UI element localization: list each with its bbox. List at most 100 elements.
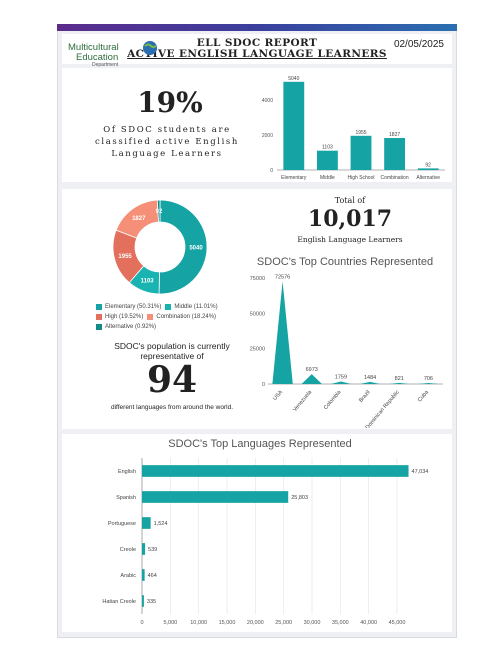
slice-value-label: 5040 [189,245,203,251]
legend-swatch [96,304,102,310]
y-tick-label: 4000 [262,98,273,104]
data-value-label: 1484 [364,375,376,381]
area-peak [272,281,293,384]
data-value-label: 706 [424,376,433,382]
languages-bar-chart: 0 5,000 10,000 15,000 20,000 25,000 30,000 35,0… [102,458,429,626]
y-tick-label: 75000 [250,276,265,282]
bar [142,491,289,503]
bar [283,81,305,170]
x-tick-label: 25,000 [275,620,292,626]
y-tick-label: 0 [270,168,273,174]
x-tick-label: 20,000 [247,620,264,626]
department-logo: Multicultural Education Department [66,38,158,68]
legend-swatch [147,314,154,320]
x-tick-label: Middle [320,175,335,181]
bar [350,135,372,170]
area-peak [359,381,381,384]
area-peak [330,381,352,384]
slice-value-label: 1955 [118,254,132,260]
x-tick-label: 40,000 [360,620,377,626]
logo-text-3: Department [92,62,119,68]
y-tick-label: Portuguese [108,521,136,527]
bar [142,465,409,477]
legend-swatch [165,304,172,310]
x-tick-label: 10,000 [190,620,207,626]
countries-chart-title: SDOC's Top Countries Represented [256,256,434,268]
data-value-label: 1759 [335,375,347,381]
logo-text-1: Multicultural [68,42,119,53]
total-label: Total of [334,196,366,205]
bar-value-label: 1,524 [154,521,168,527]
bar [142,569,145,581]
area-peak [389,382,410,384]
countries-area-chart: 0 25000 50000 75000 72576 USA 6973 Venezuela 175… [250,274,443,428]
total-caption: English Language Learners [297,235,403,244]
x-tick-label: Combination [381,175,409,181]
legend-label: Middle (11.01%) [174,304,218,310]
bar-value-label: 25,803 [291,495,308,501]
x-tick-label: Colombia [323,389,343,411]
ell-percent-caption: Of SDOC students are classified active E… [95,125,239,159]
school-level-bar-chart: 0 2000 4000 5040 Elementary 1103 Middle 1955 Hig… [262,76,445,181]
bar-value-label: 335 [147,599,156,605]
report-title: ELL SDOC REPORT [196,37,318,49]
legend-item: Combination (18.24%) [147,314,216,320]
slice-value-label: 92 [156,209,163,215]
x-tick-label: Alternative [416,175,440,181]
y-tick-label: English [118,469,136,475]
x-tick-label: Brazil [358,389,371,403]
x-tick-label: High School [348,175,375,181]
y-tick-label: 25000 [250,347,265,353]
languages-chart-title: SDOC's Top Languages Represented [168,438,352,450]
legend-swatch [96,324,102,330]
legend-item: Middle (11.01%) [165,304,218,310]
y-tick-label: Arabic [120,573,136,579]
slice-value-label: 1827 [132,216,146,222]
data-value-label: 72576 [275,274,290,280]
legend-label: High (19.52%) [105,314,144,320]
legend-item: Elementary (50.31%) [96,304,161,310]
bar-value-label: 1955 [355,130,366,136]
legend-label: Alternative (0.92%) [105,324,157,330]
logo-text-2: Education [76,52,118,63]
bar [384,138,406,170]
pie-slice [158,199,208,295]
legend-label: Elementary (50.31%) [105,304,162,310]
bar-value-label: 539 [148,547,157,553]
area-peak [301,374,322,384]
x-tick-label: 30,000 [304,620,321,626]
y-tick-label: Creole [120,547,136,553]
y-tick-label: Spanish [116,495,136,501]
bar [417,168,439,170]
header: ELL SDOC REPORT ACTIVE ENGLISH LANGUAGE … [62,34,452,64]
representation-caption: different languages from around the worl… [110,404,233,411]
legend-item: Alternative (0.92%) [96,324,156,330]
legend-label: Combination (18.24%) [156,314,217,320]
slice-value-label: 1103 [141,279,155,285]
legend-swatch [96,314,102,320]
bar-value-label: 5040 [288,76,299,82]
school-level-donut-chart: 5040 1103 1955 1827 92 [112,199,208,295]
bar [142,595,144,607]
globe-icon [143,41,157,55]
x-tick-label: 15,000 [219,620,236,626]
y-tick-label: 2000 [262,133,273,139]
bar [142,517,151,529]
data-value-label: 821 [395,376,404,382]
x-tick-label: Cuba [417,389,431,404]
donut-legend: Elementary (50.31%) Middle (11.01%) High (… [96,304,266,334]
bar-value-label: 1103 [322,145,333,151]
pie-slice [156,199,161,223]
total-value: 10,017 [307,206,393,232]
bar-value-label: 464 [148,573,157,579]
header-panel [62,34,452,64]
data-value-label: 6973 [306,367,318,373]
x-tick-label: Elementary [281,175,307,181]
bar-value-label: 1827 [389,132,400,138]
x-tick-label: 45,000 [389,620,406,626]
x-tick-label: Dominican Republic [365,389,401,428]
bar-value-label: 47,034 [412,469,429,475]
x-tick-label: 35,000 [332,620,349,626]
bar-value-label: 92 [425,162,431,168]
report-subtitle: ACTIVE ENGLISH LANGUAGE LEARNERS [127,48,387,60]
